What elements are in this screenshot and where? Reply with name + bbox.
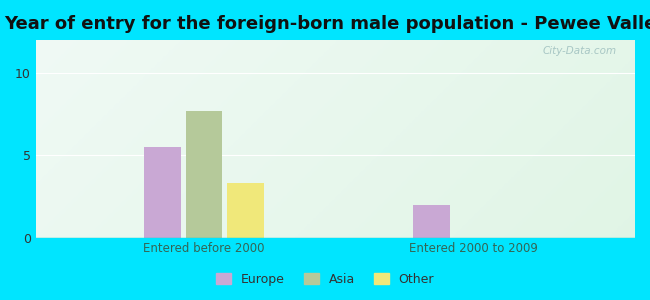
- Bar: [413, 205, 450, 238]
- Title: Year of entry for the foreign-born male population - Pewee Valley: Year of entry for the foreign-born male …: [4, 15, 650, 33]
- Bar: [144, 147, 181, 238]
- Bar: [227, 184, 265, 238]
- Legend: Europe, Asia, Other: Europe, Asia, Other: [211, 268, 439, 291]
- Text: City-Data.com: City-Data.com: [543, 46, 617, 56]
- Bar: [186, 111, 222, 238]
